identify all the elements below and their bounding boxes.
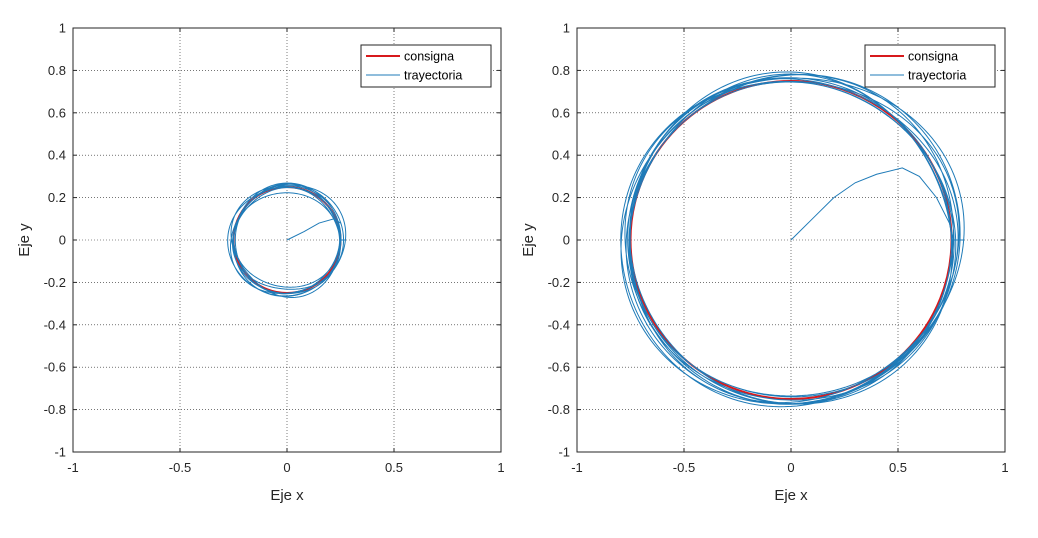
- legend-entry-trayectoria: trayectoria: [908, 69, 966, 83]
- x-tick-label: -0.5: [673, 460, 695, 475]
- y-tick-label: -1: [54, 445, 66, 460]
- legend-box: [360, 44, 492, 88]
- x-tick-label: -1: [67, 460, 79, 475]
- y-tick-label: 1: [59, 21, 66, 36]
- y-tick-label: -0.4: [548, 317, 570, 332]
- series-trayectoria-transient: [790, 167, 955, 241]
- legend-entry-trayectoria: trayectoria: [404, 69, 462, 83]
- y-axis-label: Eje y: [520, 223, 537, 257]
- y-tick-label: -0.8: [44, 402, 66, 417]
- plot-series: [227, 182, 347, 298]
- y-tick-label: 0.4: [48, 148, 66, 163]
- series-trayectoria: [620, 71, 965, 408]
- y-tick-label: 0.6: [48, 105, 66, 120]
- y-tick-label: 0.2: [552, 190, 570, 205]
- x-tick-label: 0: [283, 460, 290, 475]
- legend-entry-consigna: consigna: [908, 50, 958, 64]
- y-tick-label: -0.6: [548, 360, 570, 375]
- x-tick-label: -1: [571, 460, 583, 475]
- legend-box: [864, 44, 996, 88]
- y-tick-label: -0.4: [44, 317, 66, 332]
- x-tick-label: 0.5: [385, 460, 403, 475]
- y-tick-label: 0.8: [552, 63, 570, 78]
- y-tick-label: 1: [563, 21, 570, 36]
- y-axis-label: Eje y: [16, 223, 33, 257]
- y-tick-label: 0.6: [552, 105, 570, 120]
- x-axis-label: Eje x: [270, 487, 304, 504]
- y-tick-label: 0: [59, 233, 66, 248]
- series-trayectoria: [227, 182, 347, 298]
- x-tick-label: 0.5: [889, 460, 907, 475]
- plot-2: -1 -0.5 0 0.5 1 -1 -0.8 -0.6 -0.4 -0.2 0 0.2 0.4 0.6 0…: [520, 21, 1009, 505]
- x-tick-label: -0.5: [169, 460, 191, 475]
- x-tick-label: 1: [1001, 460, 1008, 475]
- x-axis-label: Eje x: [774, 487, 808, 504]
- legend-entry-consigna: consigna: [404, 50, 454, 64]
- y-tick-label: 0.8: [48, 63, 66, 78]
- y-tick-label: -1: [558, 445, 570, 460]
- x-tick-label: 0: [787, 460, 794, 475]
- y-tick-label: 0.2: [48, 190, 66, 205]
- y-tick-label: -0.8: [548, 402, 570, 417]
- x-tick-label: 1: [497, 460, 504, 475]
- y-tick-label: -0.2: [548, 275, 570, 290]
- y-tick-label: -0.6: [44, 360, 66, 375]
- plot-series: [620, 71, 965, 408]
- y-tick-label: 0.4: [552, 148, 570, 163]
- y-tick-label: 0: [563, 233, 570, 248]
- plot-1: -1 -0.5 0 0.5 1 -1 -0.8 -0.6 -0.4 -0.2 0 0.2 0.4 0.6 0…: [16, 21, 505, 505]
- y-tick-label: -0.2: [44, 275, 66, 290]
- legend: consigna trayectoria: [864, 44, 996, 88]
- legend: consigna trayectoria: [360, 44, 492, 88]
